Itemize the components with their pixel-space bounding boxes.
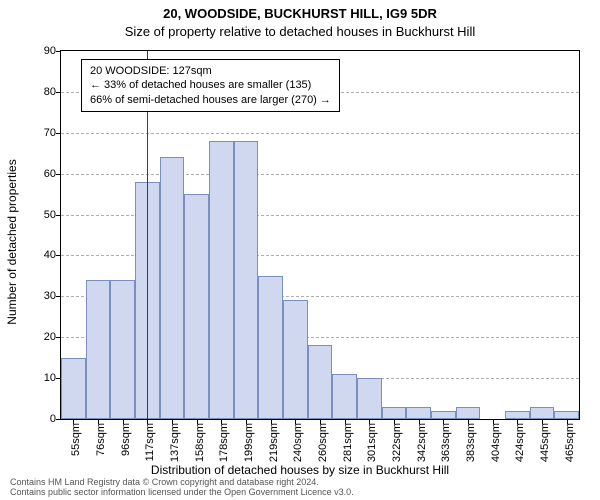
x-tick-label: 342sqm [416, 423, 428, 463]
info-box: 20 WOODSIDE: 127sqm← 33% of detached hou… [81, 59, 340, 112]
x-tick-label: 363sqm [440, 423, 452, 463]
info-box-line: 66% of semi-detached houses are larger (… [90, 93, 331, 107]
x-tick-label: 158sqm [194, 423, 206, 463]
y-tick-label: 10 [44, 372, 56, 384]
histogram-bar [382, 407, 407, 419]
histogram-bar [283, 300, 308, 419]
x-tick-label: 76sqm [95, 423, 107, 463]
x-axis-label: Distribution of detached houses by size … [0, 463, 600, 477]
info-box-line: ← 33% of detached houses are smaller (13… [90, 78, 331, 92]
histogram-bar [86, 280, 111, 419]
x-tick-label: 281sqm [342, 423, 354, 463]
x-tick-label: 55sqm [70, 423, 82, 463]
histogram-bar [530, 407, 555, 419]
histogram-bar [456, 407, 481, 419]
x-tick-label: 199sqm [243, 423, 255, 463]
histogram-bar [234, 141, 259, 419]
y-axis-label: Number of detached properties [5, 159, 19, 324]
chart-wrap: 20, WOODSIDE, BUCKHURST HILL, IG9 5DR Si… [0, 0, 600, 500]
y-tick-label: 90 [44, 45, 56, 57]
x-tick-label: 96sqm [120, 423, 132, 463]
y-tick-label: 40 [44, 249, 56, 261]
x-tick-label: 301sqm [366, 423, 378, 463]
footer-attribution: Contains HM Land Registry data © Crown c… [10, 478, 354, 498]
chart-title-sub: Size of property relative to detached ho… [0, 24, 600, 39]
histogram-bar [308, 345, 333, 419]
y-tick-label: 80 [44, 86, 56, 98]
histogram-bar [332, 374, 357, 419]
y-tick-mark [56, 337, 61, 338]
histogram-bar [357, 378, 382, 419]
histogram-bar [505, 411, 530, 419]
y-tick-mark [56, 133, 61, 134]
histogram-bar [160, 157, 185, 419]
x-tick-label: 137sqm [169, 423, 181, 463]
y-tick-mark [56, 92, 61, 93]
y-tick-label: 60 [44, 168, 56, 180]
y-tick-label: 0 [50, 413, 56, 425]
y-tick-mark [56, 255, 61, 256]
x-tick-label: 424sqm [514, 423, 526, 463]
histogram-bar [61, 358, 86, 419]
x-tick-label: 404sqm [490, 423, 502, 463]
y-tick-label: 70 [44, 127, 56, 139]
x-tick-label: 465sqm [564, 423, 576, 463]
y-tick-mark [56, 296, 61, 297]
histogram-bar [110, 280, 135, 419]
gridline [61, 174, 579, 175]
chart-title-main: 20, WOODSIDE, BUCKHURST HILL, IG9 5DR [0, 6, 600, 21]
histogram-bar [209, 141, 234, 419]
x-tick-label: 117sqm [144, 423, 156, 463]
y-tick-mark [56, 215, 61, 216]
gridline [61, 133, 579, 134]
y-tick-label: 20 [44, 331, 56, 343]
histogram-bar [406, 407, 431, 419]
plot-area: 20 WOODSIDE: 127sqm← 33% of detached hou… [60, 50, 580, 420]
info-box-line: 20 WOODSIDE: 127sqm [90, 64, 331, 78]
x-tick-label: 178sqm [218, 423, 230, 463]
x-tick-label: 322sqm [391, 423, 403, 463]
y-tick-label: 30 [44, 290, 56, 302]
y-tick-mark [56, 419, 61, 420]
y-tick-mark [56, 51, 61, 52]
y-tick-mark [56, 174, 61, 175]
histogram-bar [258, 276, 283, 419]
x-tick-label: 445sqm [539, 423, 551, 463]
y-tick-label: 50 [44, 209, 56, 221]
histogram-bar [431, 411, 456, 419]
x-tick-label: 383sqm [465, 423, 477, 463]
x-tick-label: 260sqm [317, 423, 329, 463]
histogram-bar [554, 411, 579, 419]
x-tick-label: 240sqm [292, 423, 304, 463]
x-tick-label: 219sqm [268, 423, 280, 463]
footer-line: Contains public sector information licen… [10, 488, 354, 498]
histogram-bar [184, 194, 209, 419]
